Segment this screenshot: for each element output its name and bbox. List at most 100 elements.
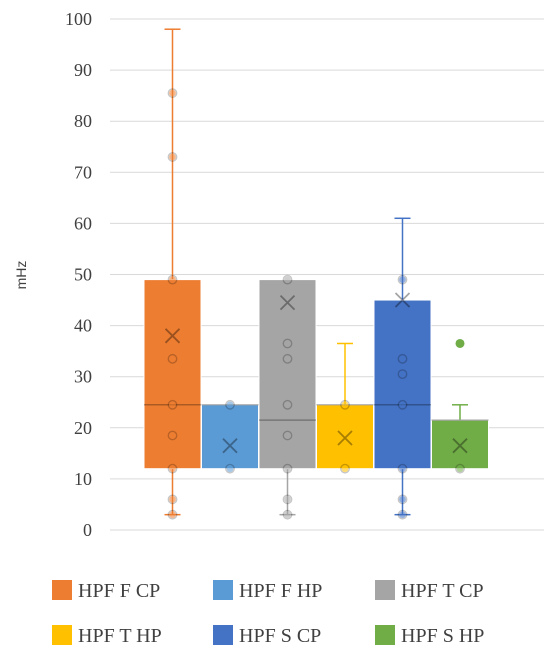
box-hpf-f-hp [201, 399, 259, 474]
y-tick-label: 100 [65, 9, 92, 29]
data-point-fill [169, 432, 176, 439]
legend-item: HPF S HP [375, 625, 484, 647]
legend-swatch [52, 625, 72, 645]
data-point [167, 152, 178, 162]
legend-label: HPF F CP [78, 580, 160, 602]
y-tick-label: 90 [74, 60, 92, 80]
data-point-fill [169, 153, 176, 161]
mean-marker [337, 430, 353, 446]
data-point [282, 509, 293, 520]
data-point [282, 353, 293, 364]
box-hpf-s-hp [431, 338, 489, 474]
data-point-fill [284, 355, 291, 363]
data-point [282, 430, 293, 441]
y-tick-label: 40 [74, 316, 92, 336]
data-point-fill [284, 340, 291, 347]
y-tick-label: 60 [74, 213, 92, 233]
legend-label: HPF S CP [239, 625, 321, 647]
mean-marker [222, 438, 238, 454]
box-hpf-t-hp [316, 342, 374, 474]
data-point [167, 88, 178, 98]
legend-label: HPF T CP [401, 580, 484, 602]
legend-swatch [375, 625, 395, 645]
data-point-fill [399, 511, 406, 519]
legend-swatch [52, 580, 72, 600]
data-point [397, 509, 408, 520]
legend-item: HPF T HP [52, 625, 162, 647]
data-point [225, 399, 235, 410]
data-point [397, 463, 408, 474]
data-point [167, 274, 178, 285]
data-point-fill [169, 495, 176, 503]
legend: HPF F CP HPF F HP HPF T CP HPF T HP HPF S CP… [52, 580, 484, 647]
box-body [201, 404, 259, 470]
data-point-fill [169, 511, 176, 519]
data-point [167, 509, 178, 520]
data-point-fill [341, 465, 349, 473]
data-point-fill [169, 276, 176, 284]
data-point [397, 274, 408, 285]
data-point [282, 463, 293, 474]
y-tick-label: 10 [74, 469, 92, 489]
legend-label: HPF T HP [78, 625, 162, 647]
y-axis-label: mHz [13, 261, 29, 290]
data-point [167, 494, 178, 505]
legend-swatch [213, 625, 233, 645]
data-point-fill [399, 355, 406, 363]
data-point-fill [169, 465, 176, 473]
data-point-fill [399, 495, 406, 503]
legend-item: HPF S CP [213, 625, 321, 647]
data-point [167, 399, 178, 410]
mean-marker [279, 294, 296, 311]
y-tick-label: 30 [74, 367, 92, 387]
data-point-fill [399, 276, 406, 284]
legend-label: HPF F HP [239, 580, 322, 602]
data-point-fill [169, 401, 176, 409]
box-hpf-t-cp [258, 274, 317, 520]
data-point [397, 494, 408, 505]
data-point-fill [284, 465, 291, 473]
mean-marker [452, 438, 468, 454]
box-body [373, 299, 432, 470]
data-point-fill [226, 401, 234, 409]
data-point-fill [284, 511, 291, 519]
data-point-fill [284, 432, 291, 439]
data-point-fill [284, 495, 291, 503]
data-point [340, 399, 350, 410]
data-point [167, 463, 178, 474]
mean-marker [164, 328, 181, 344]
y-tick-label: 0 [83, 520, 92, 540]
y-tick-label: 20 [74, 418, 92, 438]
mean-marker [394, 292, 411, 308]
y-tick-label: 80 [74, 111, 92, 131]
data-point-fill [284, 401, 291, 409]
data-point-fill [169, 89, 176, 97]
data-point-fill [399, 401, 406, 409]
y-tick-label: 70 [74, 162, 92, 182]
data-point [282, 494, 293, 505]
y-axis-ticks: 0 10 20 30 40 50 60 70 80 90 100 [65, 9, 92, 540]
legend-item: HPF F CP [52, 580, 160, 602]
box-body [316, 404, 374, 470]
legend-item: HPF T CP [375, 580, 484, 602]
data-point [225, 463, 235, 474]
data-point [340, 463, 350, 474]
data-point-fill [456, 465, 464, 473]
data-point [455, 463, 465, 474]
legend-item: HPF F HP [213, 580, 322, 602]
data-point-fill [341, 401, 349, 409]
data-point [282, 274, 293, 285]
data-point [282, 399, 293, 410]
box-hpf-f-cp [143, 28, 202, 520]
data-point [167, 353, 178, 364]
y-tick-label: 50 [74, 265, 92, 285]
data-point [397, 399, 408, 410]
legend-label: HPF S HP [401, 625, 484, 647]
data-point-fill [284, 276, 291, 284]
data-point [282, 338, 293, 349]
data-point-fill [226, 465, 234, 473]
box-series [143, 28, 489, 520]
box-body [431, 419, 489, 470]
data-point-fill [399, 465, 406, 473]
